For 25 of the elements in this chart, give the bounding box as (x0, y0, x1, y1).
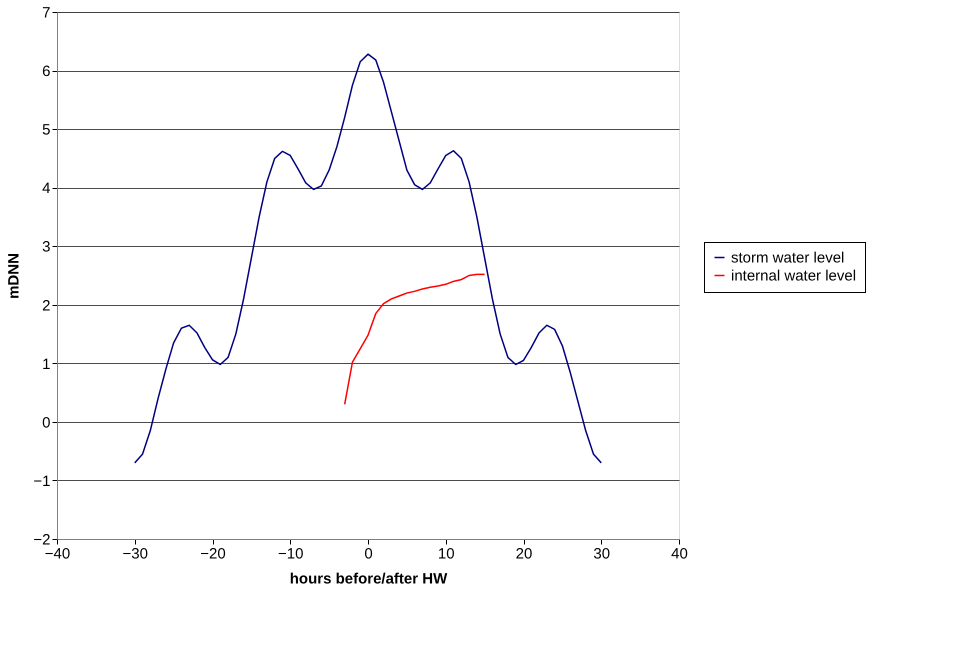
y-tick-label: 4 (42, 180, 50, 198)
x-tick-label: 40 (671, 546, 688, 562)
y-tick-label: 6 (42, 63, 50, 80)
y-axis-title: mDNN (5, 253, 22, 299)
legend-label: storm water level (731, 250, 844, 266)
y-tick-label: −1 (33, 472, 50, 490)
x-tick-label: −30 (122, 546, 148, 562)
y-tick-label: 3 (42, 238, 50, 256)
x-tick-label: 20 (516, 546, 532, 562)
x-tick-label: −10 (278, 546, 304, 562)
y-tick-label: 5 (42, 122, 50, 139)
x-tick-label: 10 (438, 546, 455, 562)
y-tick-label: 0 (42, 414, 50, 432)
line-series (344, 274, 486, 406)
x-tick-label: −20 (200, 546, 226, 562)
y-tick-label: 2 (42, 297, 50, 314)
y-tick-label: 1 (42, 356, 50, 373)
line-series (134, 53, 602, 464)
legend-label: internal water level (731, 268, 856, 284)
x-tick-label: 30 (593, 546, 610, 562)
x-axis-title: hours before/after HW (290, 570, 448, 588)
x-tick-label: −40 (44, 546, 70, 562)
y-tick-label: −2 (33, 532, 50, 548)
y-tick-label: 7 (42, 4, 50, 22)
x-tick-label: 0 (364, 546, 373, 562)
